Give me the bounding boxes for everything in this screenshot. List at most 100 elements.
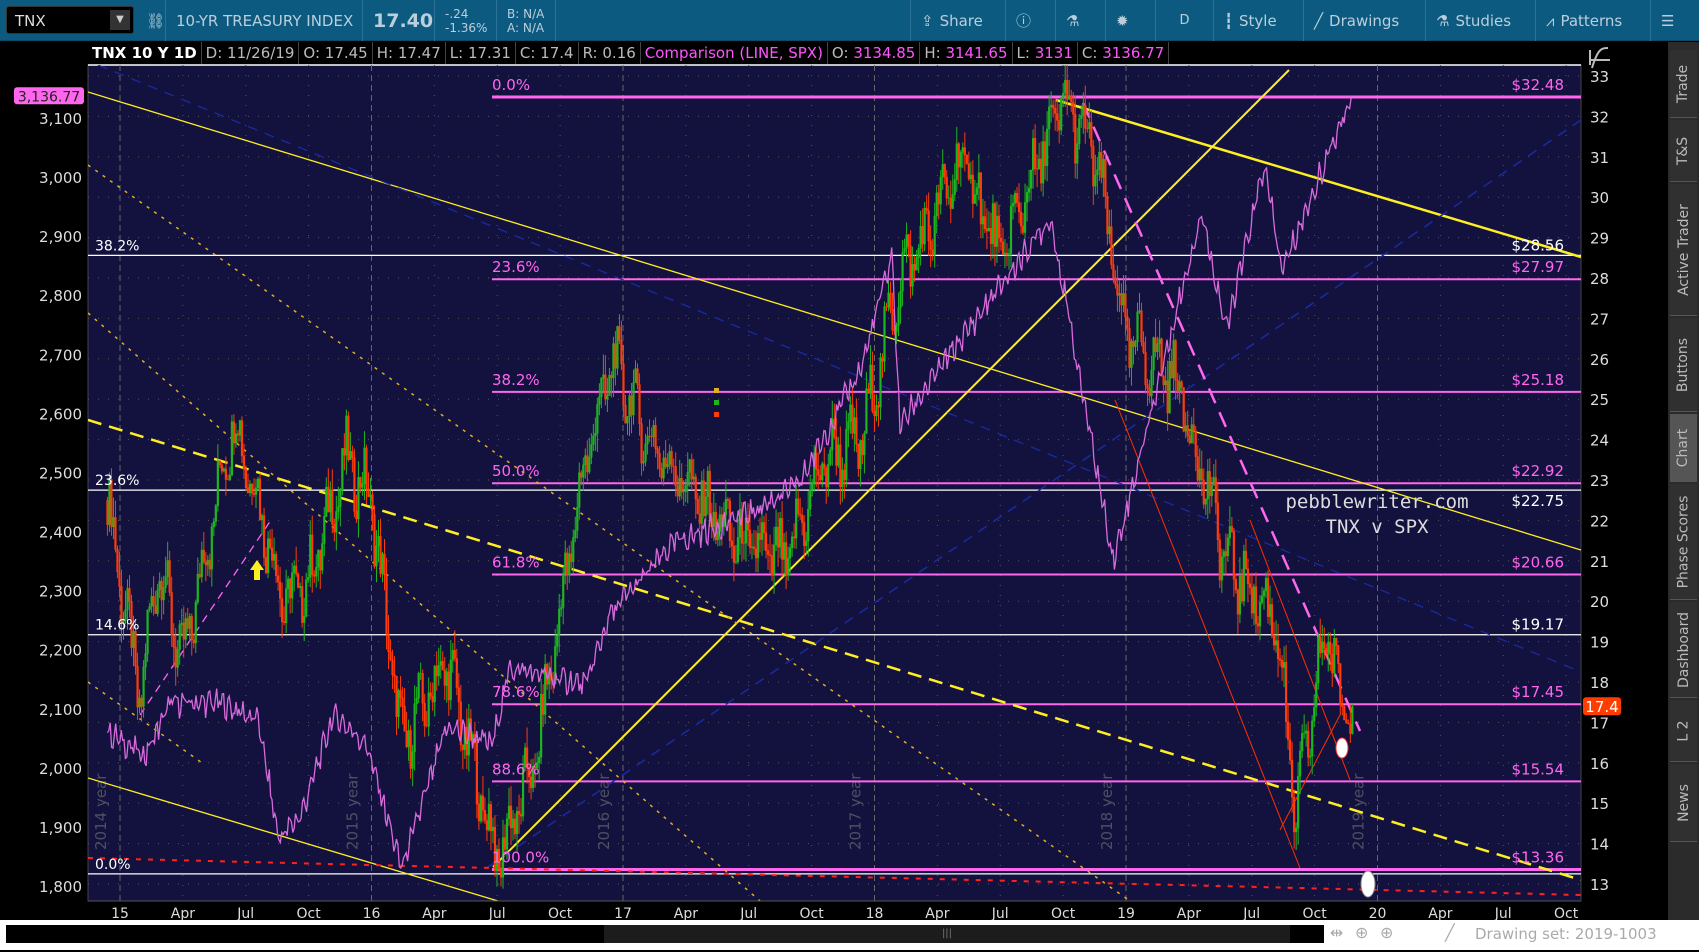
info-close: C: 17.4 (516, 42, 579, 64)
right-axis-label: 32 (1590, 108, 1609, 126)
crosshair-icon[interactable]: ⊕ (1355, 923, 1369, 942)
aggregation-button[interactable]: D (1155, 0, 1213, 41)
left-axis-label: 2,700 (39, 346, 82, 364)
left-axis-label: 3,000 (39, 169, 82, 187)
right-axis-label: 31 (1590, 149, 1609, 167)
value: 3136.77 (1102, 44, 1165, 62)
drawing-set-label[interactable]: Drawing set: 2019-1003 (1475, 925, 1657, 943)
list-icon: ☰ (1661, 11, 1675, 30)
right-axis-label: 30 (1590, 189, 1609, 207)
right-axis-label: 29 (1590, 230, 1609, 248)
x-axis-label: Apr (1177, 906, 1201, 922)
trendline-red (1279, 714, 1341, 831)
channel-dashed (487, 119, 1581, 868)
trendline-pink-dashed (139, 519, 272, 716)
x-axis-label: Apr (674, 906, 698, 922)
label: L: (1016, 44, 1030, 62)
right-axis-label: 15 (1590, 795, 1609, 813)
value: 3131 (1034, 44, 1073, 62)
settings-button[interactable]: ✹ (1105, 0, 1139, 41)
fib-price-label: $13.36 (1512, 848, 1565, 866)
flask-icon: ⚗ (1436, 11, 1450, 30)
info-button[interactable]: ⓘ (1005, 0, 1041, 41)
right-axis-label: 24 (1590, 432, 1609, 450)
side-tab-chart[interactable]: Chart (1670, 414, 1697, 482)
side-tab-label: L 2 (1675, 719, 1692, 742)
x-axis-label: Oct (800, 906, 825, 922)
right-axis-label: 14 (1590, 836, 1609, 854)
left-axis-label: 2,000 (39, 760, 82, 778)
x-axis-label: Apr (422, 906, 446, 922)
studies-button[interactable]: ⚗ Studies (1425, 0, 1521, 41)
expression-icon[interactable] (1589, 47, 1610, 69)
x-axis-label: 15 (111, 906, 129, 922)
side-tab-active-trader[interactable]: Active Trader (1670, 184, 1697, 316)
arrow-up-icon (250, 560, 264, 580)
info-range: R: 0.16 (579, 42, 641, 64)
share-button[interactable]: ⇪ Share (910, 0, 993, 41)
style-button[interactable]: ┇ Style (1213, 0, 1287, 41)
fib-pct-label: 0.0% (492, 76, 530, 94)
fib-price-label: $27.97 (1512, 258, 1565, 276)
last-price: 17.40 (362, 0, 443, 41)
side-tab-label: Phase Scores (1675, 495, 1692, 588)
drawings-button[interactable]: ╱ Drawings (1303, 0, 1409, 41)
fib-pct-label: 14.6% (95, 618, 139, 634)
trendline (88, 777, 499, 901)
side-tab-label: Buttons (1675, 337, 1692, 392)
side-tab-l-2[interactable]: L 2 (1670, 700, 1697, 762)
fib-price-label: $19.17 (1512, 616, 1565, 634)
side-panel-tabs: Trade T&S Active Trader Buttons Chart Phase S… (1668, 42, 1699, 922)
x-axis-label: Apr (1428, 906, 1452, 922)
side-tab-dashboard[interactable]: Dashboard (1670, 602, 1697, 698)
x-axis-label: 17 (614, 906, 632, 922)
side-tab-trade[interactable]: Trade (1670, 50, 1697, 118)
comparison-low: L: 3131 (1013, 42, 1078, 64)
label: O: (831, 44, 849, 62)
x-axis-label: 18 (866, 906, 884, 922)
right-axis-label: 28 (1590, 270, 1609, 288)
right-axis-label: 20 (1590, 593, 1609, 611)
left-axis-label: 2,600 (39, 405, 82, 423)
side-tab-buttons[interactable]: Buttons (1670, 318, 1697, 412)
fib-price-label: $17.45 (1512, 683, 1565, 701)
left-axis-label: 2,900 (39, 228, 82, 246)
comparison-price-tag-label: 3,136.77 (18, 89, 80, 105)
trendline-dotted (88, 681, 206, 766)
side-tab-news[interactable]: News (1670, 764, 1697, 842)
link-icon[interactable]: ⛓ (146, 11, 166, 30)
fib-pct-label: 88.6% (492, 760, 540, 778)
fib-pct-label: 50.0% (492, 462, 540, 480)
drawing-line-icon[interactable]: ╱ (1445, 923, 1455, 942)
time-scrollbar[interactable]: ||| (6, 925, 1324, 943)
side-tab-phase-scores[interactable]: Phase Scores (1670, 484, 1697, 600)
menu-button[interactable]: ☰ (1650, 0, 1684, 41)
flask-button[interactable]: ⚗ (1055, 0, 1089, 41)
right-axis-label: 17 (1590, 714, 1609, 732)
trendline (88, 91, 1581, 551)
right-axis-label: 21 (1590, 553, 1609, 571)
fib-price-label: $28.56 (1512, 236, 1565, 254)
right-axis-label: 19 (1590, 634, 1609, 652)
side-tab-t-s[interactable]: T&S (1670, 120, 1697, 182)
fib-pct-label: 23.6% (492, 258, 540, 276)
x-axis-label: Apr (171, 906, 195, 922)
left-axis-label: 2,500 (39, 464, 82, 482)
fib-pct-label: 23.6% (95, 473, 139, 489)
scrollbar-thumb[interactable]: ||| (604, 925, 1290, 943)
fib-price-label: $22.92 (1512, 462, 1565, 480)
bid-ask: B: N/A A: N/A (496, 0, 554, 41)
right-axis-label: 33 (1590, 68, 1609, 86)
year-label: 2016 year (595, 773, 613, 850)
trendline-red (1249, 519, 1351, 781)
value: 3141.65 (945, 44, 1008, 62)
patterns-button[interactable]: ⩘ Patterns (1535, 0, 1632, 41)
pan-icon[interactable]: ⇹ (1330, 923, 1344, 942)
x-axis-label: 16 (363, 906, 381, 922)
symbol-selector[interactable]: TNX ▼ (6, 6, 134, 34)
fib-pct-label: 61.8% (492, 554, 540, 572)
zoom-icon[interactable]: ⊕ (1380, 923, 1394, 942)
chevron-down-icon[interactable]: ▼ (110, 10, 130, 30)
side-tab-label: Dashboard (1675, 611, 1692, 688)
